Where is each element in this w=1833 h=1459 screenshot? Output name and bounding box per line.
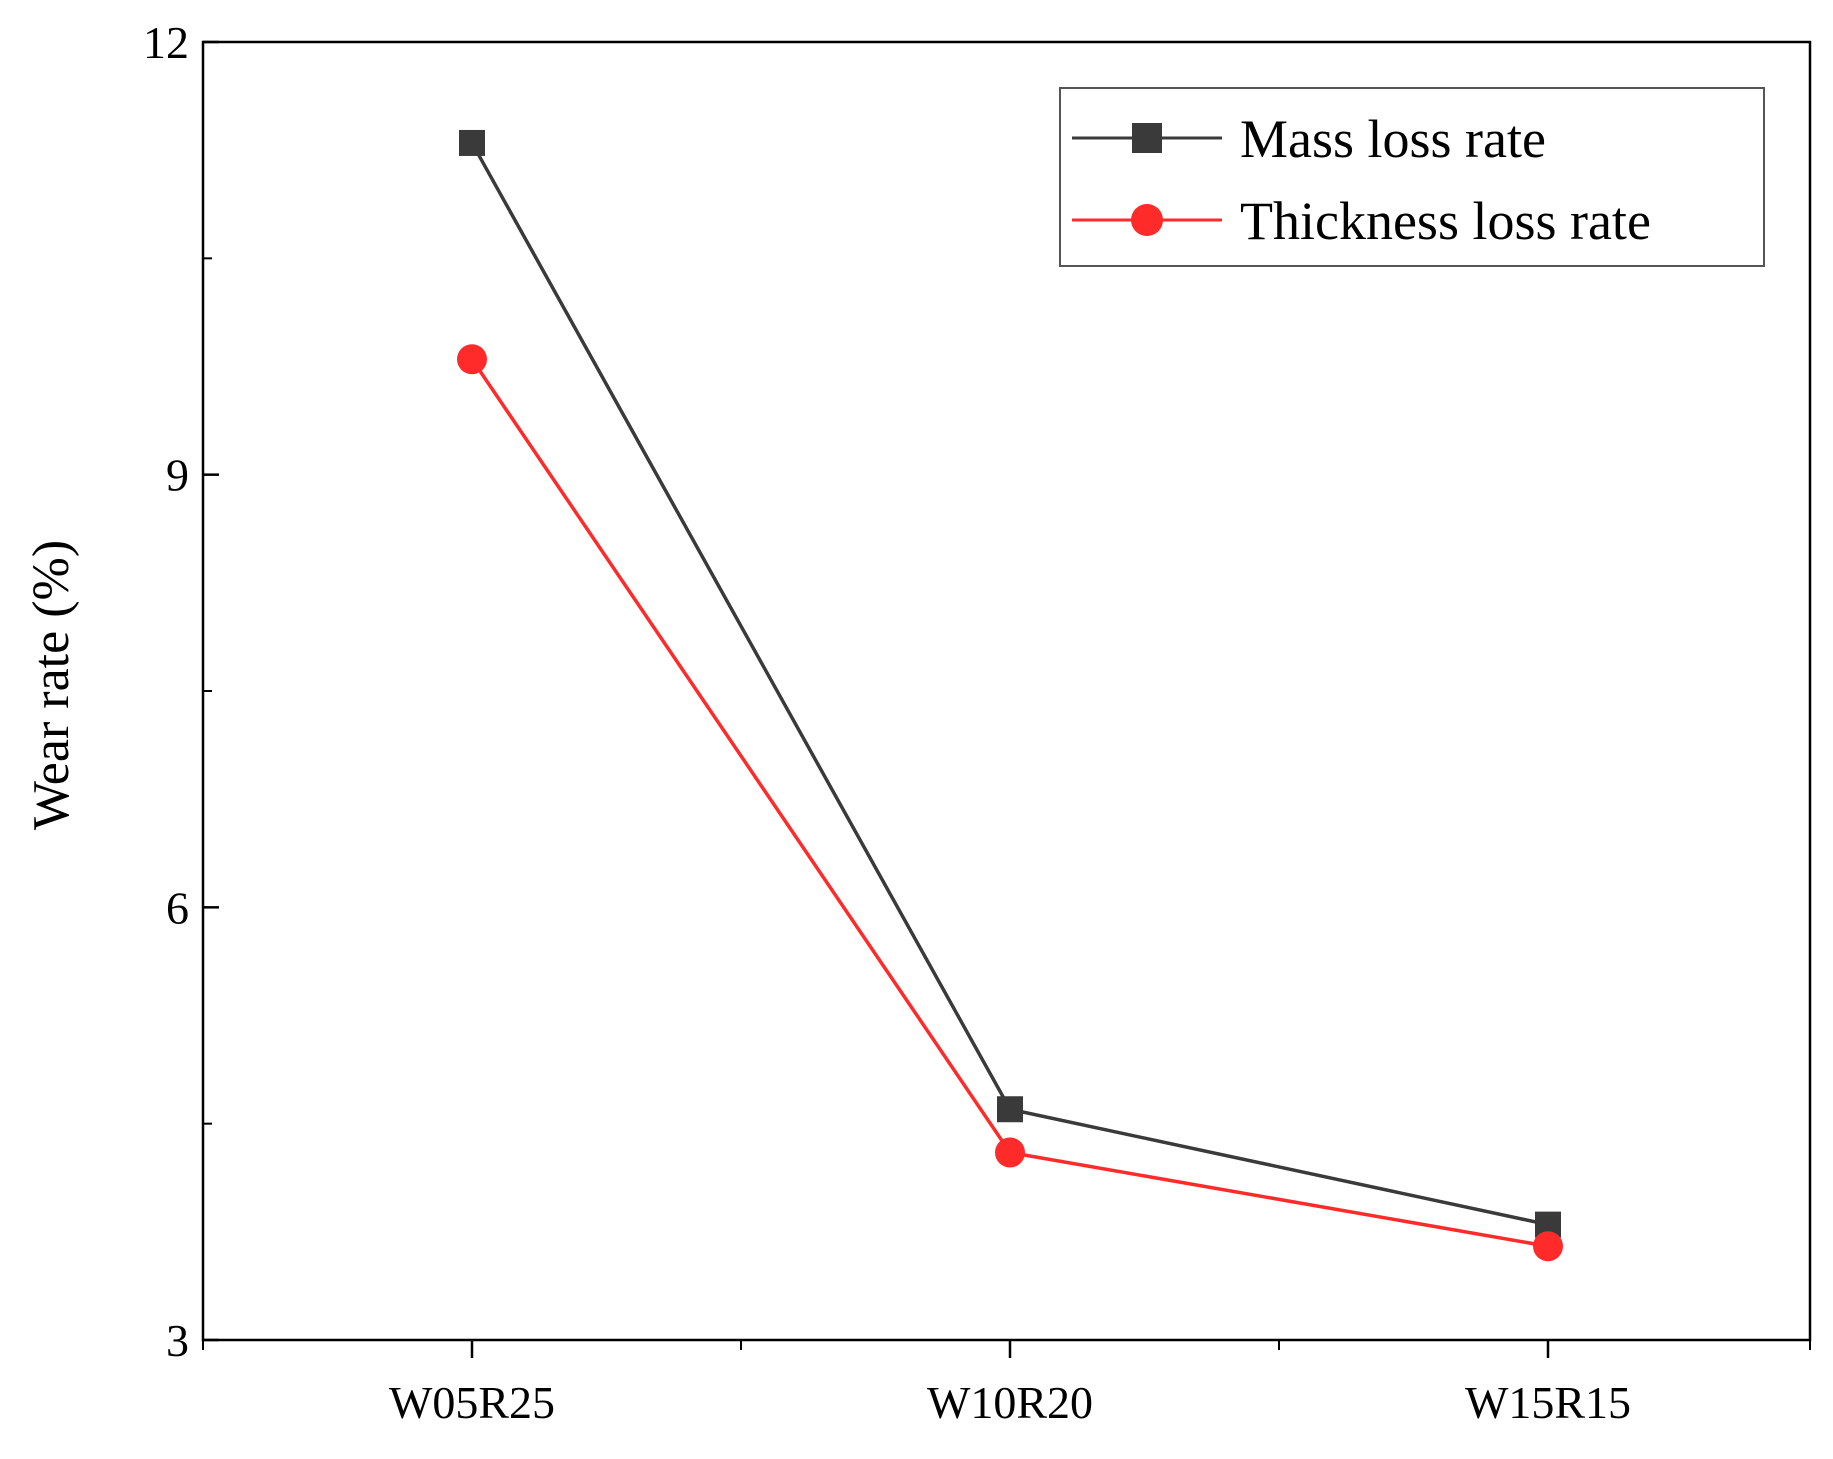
y-tick-label: 12 (143, 17, 189, 68)
series-line-mass-loss-rate (470, 142, 1549, 1227)
x-tick-label: W05R25 (389, 1377, 555, 1428)
data-point-thickness-loss-rate (457, 344, 487, 375)
legend: Mass loss rate Thickness loss rate (1059, 87, 1765, 267)
data-point-mass-loss-rate (459, 129, 485, 156)
y-tick-label: 6 (166, 882, 189, 933)
data-point-thickness-loss-rate (995, 1137, 1025, 1168)
y-axis-title: Wear rate (%) (23, 540, 80, 830)
series-layer (457, 129, 1563, 1262)
data-point-thickness-loss-rate (1533, 1231, 1563, 1262)
x-tick-label: W10R20 (927, 1377, 1093, 1428)
legend-marker-mass-loss-rate (1132, 123, 1162, 153)
legend-box (1059, 87, 1765, 267)
x-tick-label: W15R15 (1465, 1377, 1631, 1428)
legend-label-thickness-loss-rate: Thickness loss rate (1240, 191, 1651, 251)
data-point-mass-loss-rate (997, 1096, 1023, 1123)
legend-label-mass-loss-rate: Mass loss rate (1240, 109, 1546, 169)
y-tick-label: 9 (166, 450, 189, 501)
legend-marker-thickness-loss-rate (1131, 204, 1163, 236)
y-tick-label: 3 (166, 1315, 189, 1366)
axes-layer: 3 6 9 12 W05R25 W10R20 W15R15 (143, 17, 1812, 1428)
